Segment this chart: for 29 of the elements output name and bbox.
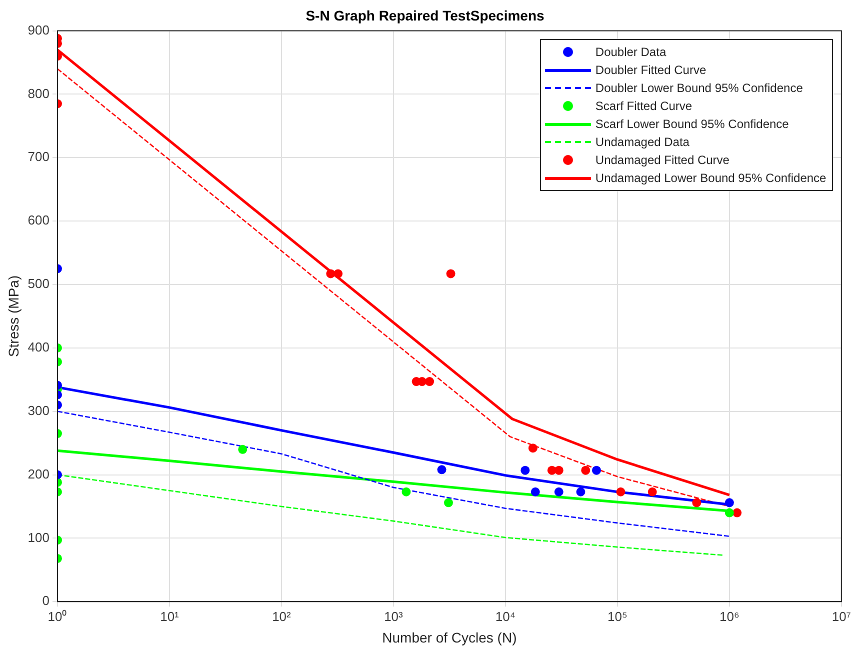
legend-label: Scarf Lower Bound 95% Confidence [595, 116, 789, 131]
legend-label: Doubler Data [595, 44, 666, 59]
legend-label: Doubler Lower Bound 95% Confidence [595, 80, 803, 95]
legend-label: Undamaged Data [595, 134, 690, 149]
legend-label: Undamaged Fitted Curve [595, 152, 730, 167]
y-axis-title: Stress (MPa) [5, 275, 22, 358]
x-tick-label: 10⁷ [832, 608, 852, 624]
x-tick-label: 10⁵ [608, 608, 628, 624]
legend-label: Doubler Fitted Curve [595, 62, 706, 77]
y-tick-label: 500 [28, 276, 50, 292]
x-tick-label: 10² [272, 608, 292, 624]
y-tick-label: 800 [28, 86, 50, 101]
x-axis-title: Number of Cycles (N) [382, 629, 517, 646]
y-tick-label: 900 [28, 22, 50, 38]
y-tick-label: 100 [28, 530, 50, 545]
y-tick-label: 300 [28, 402, 50, 418]
legend-label: Undamaged Lower Bound 95% Confidence [595, 170, 826, 185]
x-tick-label: 10⁴ [495, 608, 516, 624]
y-tick-label: 0 [42, 593, 50, 608]
x-tick-label: 10⁶ [720, 608, 740, 624]
x-tick-label: 10³ [384, 608, 404, 624]
y-tick-label: 400 [28, 339, 50, 354]
legend-label: Scarf Fitted Curve [595, 98, 692, 113]
x-tick-label: 10¹ [160, 608, 180, 624]
y-tick-label: 700 [28, 149, 50, 164]
x-tick-label: 10⁰ [48, 608, 68, 624]
chart-title: S-N Graph Repaired TestSpecimens [306, 7, 545, 24]
y-tick-label: 200 [28, 466, 50, 482]
y-tick-label: 600 [28, 212, 50, 228]
